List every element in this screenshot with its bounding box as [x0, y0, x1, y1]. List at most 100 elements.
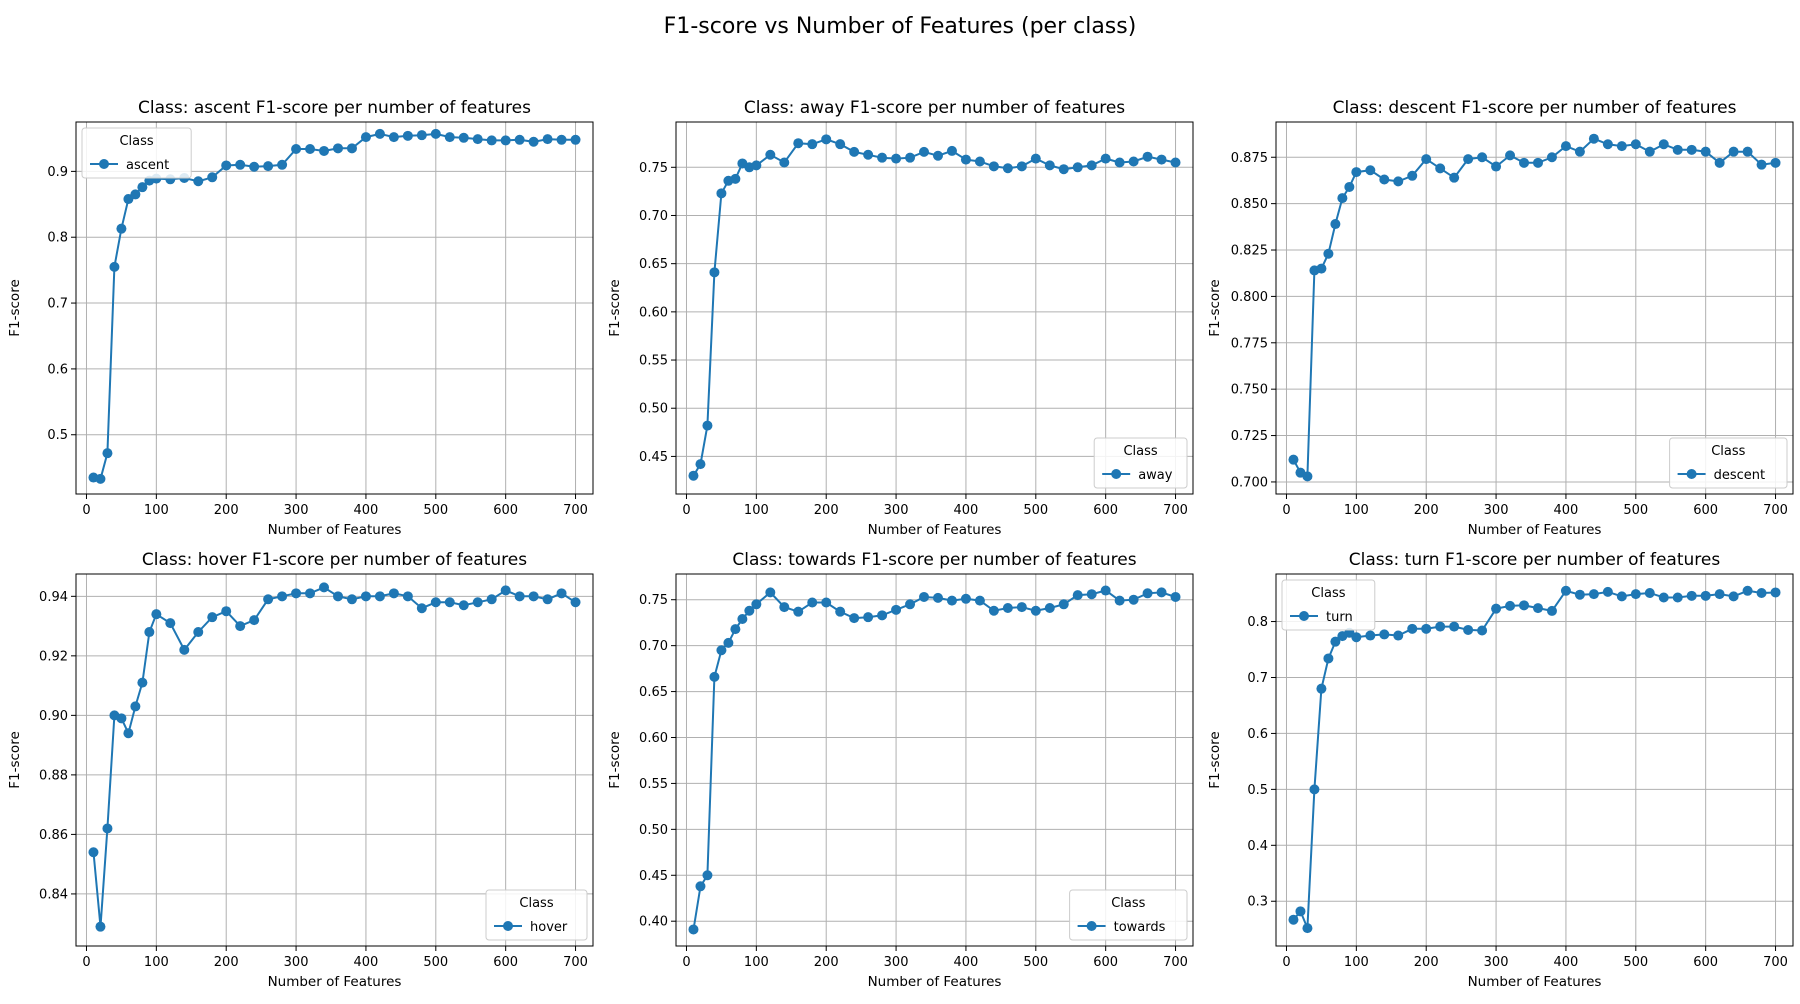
legend-marker	[503, 921, 513, 931]
y-tick-label: 0.775	[1231, 336, 1268, 351]
data-point	[1644, 588, 1655, 599]
data-point	[1365, 630, 1376, 641]
y-tick-label: 0.65	[639, 685, 668, 700]
x-tick-label: 300	[884, 503, 909, 518]
data-point	[430, 597, 441, 608]
data-point	[165, 618, 176, 629]
y-tick-label: 0.75	[639, 593, 668, 608]
y-tick-label: 0.5	[47, 428, 68, 443]
data-point	[877, 152, 888, 163]
data-point	[974, 595, 985, 606]
x-tick-label: 600	[1693, 955, 1718, 970]
y-axis-label: F1-score	[607, 279, 623, 337]
x-tick-label: 600	[1693, 503, 1718, 518]
data-point	[388, 588, 399, 599]
data-point	[137, 182, 148, 193]
x-tick-label: 0	[82, 955, 90, 970]
data-point	[709, 671, 720, 682]
data-point	[688, 470, 699, 481]
x-tick-label: 0	[682, 955, 690, 970]
y-tick-label: 0.45	[639, 450, 668, 465]
data-point	[723, 637, 734, 648]
data-point	[737, 614, 748, 625]
x-tick-label: 400	[1554, 503, 1579, 518]
data-point	[1546, 152, 1557, 163]
data-point	[744, 605, 755, 616]
data-point	[1323, 653, 1334, 664]
data-point	[1379, 629, 1390, 640]
legend: Class descent	[1669, 437, 1788, 489]
data-point	[960, 154, 971, 165]
data-point	[1560, 585, 1571, 596]
x-tick-label: 400	[354, 955, 379, 970]
y-tick-label: 0.88	[39, 768, 68, 783]
data-point	[207, 172, 218, 183]
y-tick-label: 0.94	[39, 590, 68, 605]
data-point	[430, 128, 441, 139]
x-tick-label: 700	[1763, 503, 1788, 518]
data-point	[1435, 163, 1446, 174]
data-point	[1574, 146, 1585, 157]
x-tick-label: 200	[1414, 503, 1439, 518]
data-point	[346, 143, 357, 154]
data-point	[1142, 151, 1153, 162]
data-point	[974, 156, 985, 167]
subplot-towards: 0 100 200 300 400 500 600 700 0.40 0.45 0.50 0.55 0.…	[607, 550, 1194, 990]
data-point	[1407, 623, 1418, 634]
data-point	[1686, 144, 1697, 155]
data-point	[319, 582, 330, 593]
data-point	[1156, 587, 1167, 598]
legend: Class away	[1093, 437, 1188, 489]
x-tick-label: 0	[1282, 503, 1290, 518]
y-tick-label: 0.700	[1231, 475, 1268, 490]
data-point	[360, 591, 371, 602]
x-tick-label: 500	[1023, 503, 1048, 518]
data-point	[1086, 160, 1097, 171]
data-point	[1323, 248, 1334, 259]
data-point	[1532, 157, 1543, 168]
data-point	[849, 146, 860, 157]
legend-title: Class	[1123, 444, 1157, 459]
data-point	[1742, 146, 1753, 157]
data-point	[932, 592, 943, 603]
x-tick-label: 400	[954, 503, 979, 518]
subplot-hover: 0 100 200 300 400 500 600 700 0.84 0.86 0.88 0.90 0.…	[7, 550, 594, 990]
x-axis-label: Number of Features	[268, 522, 402, 538]
legend-marker	[1686, 469, 1697, 479]
data-point	[193, 176, 204, 187]
data-point	[919, 146, 930, 157]
y-tick-label: 0.70	[639, 639, 668, 654]
y-tick-label: 0.84	[39, 887, 68, 902]
data-point	[116, 223, 127, 234]
data-point	[1170, 157, 1181, 168]
data-point	[988, 605, 999, 616]
series-line-away	[692, 138, 1176, 477]
data-point	[291, 588, 302, 599]
legend-label: ascent	[126, 158, 169, 173]
data-point	[305, 588, 316, 599]
legend: Class hover	[485, 889, 588, 941]
legend-marker	[99, 159, 109, 169]
legend-title: Class	[1711, 444, 1745, 459]
data-point	[1016, 602, 1027, 613]
data-point	[1658, 139, 1669, 150]
y-axis-label: F1-score	[1207, 731, 1223, 789]
data-point	[1002, 163, 1013, 174]
legend-title: Class	[119, 134, 153, 149]
axes-frame	[75, 121, 594, 495]
data-point	[730, 624, 741, 635]
data-point	[1602, 586, 1613, 597]
data-point	[416, 130, 427, 141]
data-point	[1491, 603, 1502, 614]
x-tick-label: 700	[563, 503, 588, 518]
data-point	[932, 150, 943, 161]
data-point	[946, 595, 957, 606]
x-tick-label: 600	[1093, 955, 1118, 970]
data-point	[374, 591, 385, 602]
data-point	[1574, 589, 1585, 600]
y-tick-label: 0.9	[47, 165, 68, 180]
data-point	[1700, 146, 1711, 157]
data-point	[88, 847, 99, 858]
data-point	[1449, 172, 1460, 183]
